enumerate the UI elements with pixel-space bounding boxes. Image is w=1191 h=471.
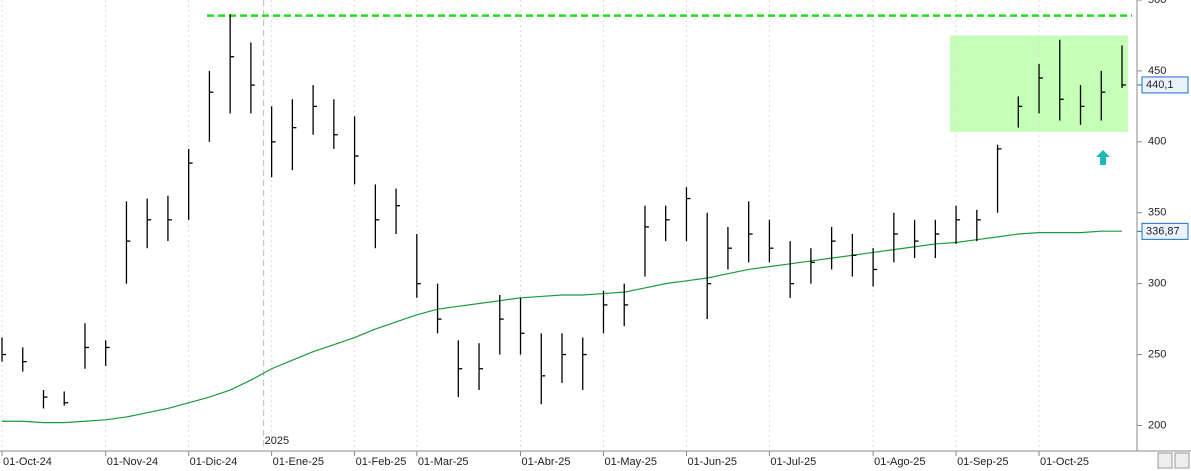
zoom-button[interactable] (1157, 452, 1173, 469)
x-tick-label: 01-Abr-25 (522, 456, 571, 468)
x-tick-label: 01-Mar-25 (418, 456, 469, 468)
y-tick-label: 200 (1148, 419, 1166, 431)
x-tick-label: 01-Sep-25 (957, 456, 1008, 468)
y-tick-label: 250 (1148, 348, 1166, 360)
x-tick-label: 01-Oct-25 (1040, 456, 1089, 468)
x-tick-label: 01-May-25 (604, 456, 657, 468)
last-value-box (1141, 222, 1189, 240)
y-tick-label: 350 (1148, 207, 1166, 219)
y-tick-label: 500 (1148, 0, 1166, 6)
x-tick-label: 01-Ago-25 (874, 456, 925, 468)
up-arrow (1096, 150, 1110, 165)
last-value-label: 336,87 (1146, 225, 1180, 237)
last-value-box (1141, 76, 1189, 94)
x-tick-label: 01-Jun-25 (687, 456, 737, 468)
y-tick-label: 400 (1148, 136, 1166, 148)
last-value-label: 440,1 (1146, 79, 1174, 91)
scroll-button[interactable] (1174, 452, 1190, 469)
y-tick-label: 450 (1148, 65, 1166, 77)
x-tick-label: 01-Nov-24 (107, 456, 158, 468)
y-tick-label: 300 (1148, 278, 1166, 290)
x-tick-label: 01-Ene-25 (273, 456, 324, 468)
x-tick-label: 01-Feb-25 (356, 456, 407, 468)
x-tick-label: 01-Oct-24 (3, 456, 52, 468)
x-tick-label: 01-Jul-25 (770, 456, 816, 468)
year-marker-label: 2025 (265, 435, 289, 447)
x-tick-label: 01-Dic-24 (190, 456, 238, 468)
